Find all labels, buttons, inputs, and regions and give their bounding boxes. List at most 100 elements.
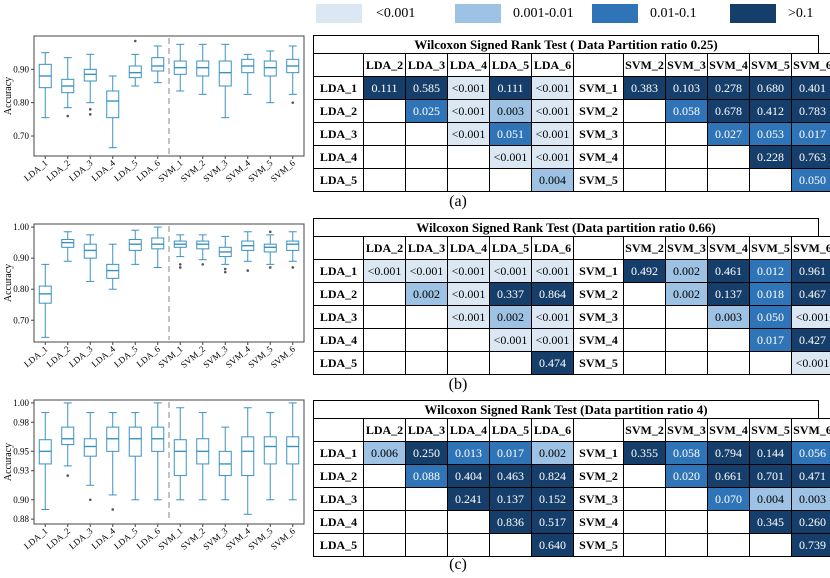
row-label: SVM_2	[573, 464, 624, 488]
x-tick-label: LDA_2	[45, 158, 72, 183]
column-header: LDA_6	[531, 418, 574, 442]
box-iqr	[286, 240, 300, 251]
column-header: LDA_2	[363, 236, 406, 260]
p-value-cell: 0.020	[665, 464, 708, 488]
row-label: SVM_1	[573, 441, 624, 465]
boxplot-partition-b: 0.700.800.901.00AccuracyLDA_1LDA_2LDA_3L…	[3, 222, 305, 370]
p-value-cell: 0.002	[665, 259, 708, 283]
row-label: SVM_5	[573, 168, 624, 192]
x-tick-label: SVM_1	[156, 526, 184, 552]
column-header: LDA_5	[489, 418, 532, 442]
column-header: LDA_4	[447, 236, 490, 260]
x-tick-label: SVM_6	[269, 526, 298, 552]
p-value-cell	[665, 305, 708, 329]
column-header: LDA_3	[405, 53, 448, 77]
y-tick-label: 0.95	[13, 446, 29, 456]
p-value-cell: 0.002	[531, 441, 574, 465]
p-value-cell	[405, 351, 448, 375]
p-value-cell: 0.763	[791, 145, 830, 169]
p-value-legend: <0.001 0.001-0.01 0.01-0.1 >0.1	[0, 0, 830, 30]
box-iqr	[128, 65, 142, 79]
box-iqr	[263, 436, 277, 465]
box-svm-6	[286, 45, 300, 104]
p-value-cell	[363, 122, 406, 146]
p-value-cell: 0.050	[791, 168, 830, 192]
p-value-cell: 0.017	[489, 441, 532, 465]
p-value-cell	[405, 145, 448, 169]
box-svm-5	[263, 50, 277, 104]
caption-c: (c)	[449, 556, 467, 573]
p-value-cell: 0.111	[489, 76, 532, 100]
p-value-cell	[665, 145, 708, 169]
p-value-cell: 0.137	[489, 487, 532, 511]
table-title: Wilcoxon Signed Rank Test (Data partitio…	[313, 400, 819, 418]
p-value-cell: 0.111	[363, 76, 406, 100]
p-value-cell: 0.004	[749, 487, 792, 511]
box-iqr	[241, 436, 255, 477]
column-header: LDA_2	[363, 418, 406, 442]
x-tick-label: LDA_2	[45, 526, 72, 551]
box-svm-6	[286, 231, 300, 269]
row-label: SVM_1	[573, 259, 624, 283]
box-lda-5	[128, 39, 142, 87]
p-value-cell: 0.058	[665, 99, 708, 123]
box-iqr	[83, 438, 97, 457]
outlier-point	[291, 101, 295, 104]
box-lda-2	[61, 231, 75, 262]
x-tick-label: LDA_3	[67, 344, 95, 370]
p-value-cell: 0.058	[665, 441, 708, 465]
row-label: SVM_5	[573, 351, 624, 375]
p-value-cell	[623, 464, 666, 488]
outlier-point	[66, 474, 70, 477]
column-header: SVM_6	[791, 236, 830, 260]
x-tick-label: SVM_1	[156, 158, 184, 184]
row-label: SVM_1	[573, 76, 624, 100]
p-value-cell: <0.001	[489, 145, 532, 169]
x-tick-label: SVM_1	[156, 344, 184, 370]
box-lda-3	[83, 412, 97, 502]
p-value-cell	[447, 510, 490, 534]
p-value-cell: 0.088	[405, 464, 448, 488]
column-header: SVM_4	[707, 236, 750, 260]
box-svm-4	[241, 231, 255, 272]
row-label: LDA_1	[313, 441, 364, 465]
column-header: SVM_3	[665, 418, 708, 442]
p-value-cell: 0.260	[791, 510, 830, 534]
p-value-cell: 0.017	[749, 328, 792, 352]
p-value-cell	[363, 282, 406, 306]
outlier-point	[111, 508, 115, 511]
legend-label-1: <0.001	[376, 6, 416, 21]
x-tick-label: LDA_5	[112, 158, 140, 184]
plot-frame	[33, 35, 305, 157]
row-label: LDA_3	[313, 305, 364, 329]
column-header: SVM_5	[749, 236, 792, 260]
p-value-cell: <0.001	[447, 99, 490, 123]
p-value-cell: <0.001	[531, 305, 574, 329]
table-title: Wilcoxon Signed Rank Test (Data partitio…	[313, 218, 819, 236]
column-header: SVM_2	[623, 53, 666, 77]
box-iqr	[151, 237, 165, 250]
p-value-cell: <0.001	[447, 76, 490, 100]
box-lda-5	[128, 412, 142, 501]
p-value-cell: 0.017	[791, 122, 830, 146]
caption-b: (b)	[448, 376, 468, 393]
p-value-cell: 0.027	[707, 122, 750, 146]
row-label: LDA_5	[313, 533, 364, 557]
p-value-cell: <0.001	[791, 305, 830, 329]
x-tick-label: SVM_2	[179, 158, 207, 184]
outlier-point	[178, 266, 182, 269]
corner-cell	[313, 418, 364, 442]
p-value-cell: 0.463	[489, 464, 532, 488]
p-value-cell	[405, 305, 448, 329]
x-tick-label: LDA_4	[90, 158, 118, 184]
y-axis-label: Accuracy	[3, 77, 14, 115]
box-svm-4	[241, 53, 255, 95]
box-svm-5	[263, 412, 277, 501]
box-svm-2	[196, 43, 210, 95]
p-value-cell: <0.001	[531, 99, 574, 123]
column-header: LDA_2	[363, 53, 406, 77]
p-value-cell	[707, 145, 750, 169]
row-label: SVM_3	[573, 487, 624, 511]
p-value-cell	[707, 351, 750, 375]
wilcoxon-table-a: Wilcoxon Signed Rank Test ( Data Partiti…	[313, 35, 830, 192]
